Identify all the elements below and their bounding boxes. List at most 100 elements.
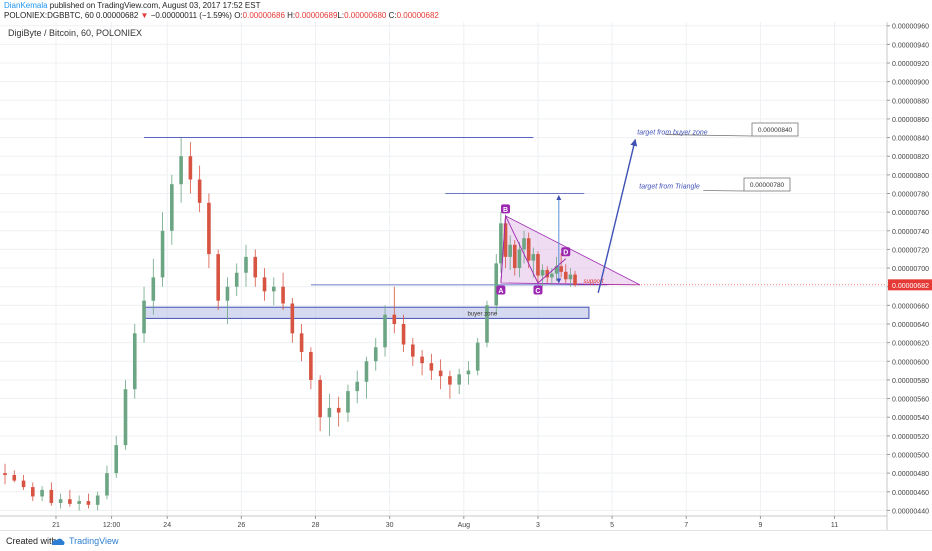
candle-body: [291, 303, 295, 333]
price-tick-label: 0.00000720: [892, 247, 929, 254]
price-tick-label: 0.00000960: [892, 24, 929, 31]
candle-body: [189, 156, 193, 179]
candle-body: [31, 487, 35, 496]
time-tick-label: 30: [386, 522, 394, 529]
price-tick-label: 0.00000840: [892, 136, 929, 143]
price-tick-label: 0.00000480: [892, 471, 929, 478]
candle-body: [300, 333, 304, 352]
time-tick-label: 21: [52, 522, 60, 529]
candle-body: [355, 382, 359, 391]
price-tick-label: 0.00000780: [892, 192, 929, 199]
candle-body: [411, 344, 415, 356]
price-tick-label: 0.00000700: [892, 266, 929, 273]
candle-body: [133, 333, 137, 389]
close-value: 0.00000682: [397, 11, 439, 20]
candle-body: [22, 481, 26, 488]
candle-body: [374, 347, 378, 361]
price-tick-label: 0.00000640: [892, 322, 929, 329]
last-price: 0.00000682: [96, 11, 138, 20]
tradingview-brand[interactable]: TradingView: [69, 536, 119, 546]
candle-body: [142, 301, 146, 334]
open-value: 0.00000686: [243, 11, 285, 20]
candle-body: [508, 245, 512, 257]
candle-body: [573, 275, 577, 285]
published-text: published on TradingView.com, August 03,…: [48, 1, 261, 10]
candle-body: [179, 156, 183, 184]
candle-body: [40, 490, 44, 497]
candle-body: [337, 408, 341, 413]
target-buyer-label: target from buyer zone: [637, 130, 708, 137]
high-value: 0.00000689: [295, 11, 337, 20]
time-tick-label: 7: [684, 522, 688, 529]
time-tick-label: 5: [610, 522, 614, 529]
price-tick-label: 0.00000940: [892, 42, 929, 49]
candle-body: [207, 203, 211, 254]
pattern-point-label: C: [535, 288, 540, 295]
price-change: −0.00000011 (−1.59%): [151, 11, 232, 20]
price-tick-label: 0.00000800: [892, 173, 929, 180]
open-label: O:: [234, 11, 242, 20]
price-tick-label: 0.00000600: [892, 359, 929, 366]
buyer-zone-label: buyer zone: [468, 311, 498, 317]
price-tick-label: 0.00000880: [892, 98, 929, 105]
publish-info: DianKemala published on TradingView.com,…: [4, 1, 260, 11]
candle-body: [124, 389, 128, 445]
candle-body: [77, 501, 81, 504]
candle-body: [365, 361, 369, 382]
close-label: C:: [389, 11, 397, 20]
candle-body: [527, 238, 531, 260]
candle-body: [96, 495, 100, 504]
candle-body: [281, 287, 285, 304]
candle-body: [559, 266, 563, 272]
candle-body: [263, 277, 267, 291]
candle-body: [105, 473, 109, 495]
candle-body: [392, 315, 396, 324]
time-tick-label: 26: [237, 522, 245, 529]
candle-body: [430, 363, 434, 370]
candle-body: [253, 257, 257, 278]
author-link[interactable]: DianKemala: [4, 1, 48, 10]
price-tick-label: 0.00000560: [892, 397, 929, 404]
candle-body: [476, 343, 480, 371]
callout-buyer-text: 0.00000840: [758, 127, 793, 134]
candle-body: [170, 184, 174, 231]
time-tick-label: Aug: [458, 522, 471, 529]
candle-body: [448, 376, 452, 384]
callout-triangle-text: 0.00000780: [750, 182, 785, 189]
candle-body: [244, 257, 248, 273]
candle-body: [513, 245, 517, 268]
price-tick-label: 0.00000740: [892, 229, 929, 236]
candle-body: [569, 275, 573, 280]
price-tick-label: 0.00000540: [892, 415, 929, 422]
candle-body: [198, 180, 202, 203]
tradingview-logo-icon: [51, 537, 65, 547]
candle-body: [3, 473, 7, 475]
symbol-ohlc-line: POLONIEX:DGBBTC, 60 0.00000682 ▼ −0.0000…: [4, 11, 439, 21]
buyer-zone-rect[interactable]: [144, 307, 589, 318]
price-axis[interactable]: 0.000009600.000009400.000009200.00000900…: [887, 24, 929, 516]
price-tick-label: 0.00000820: [892, 154, 929, 161]
pattern-point-label: D: [563, 250, 568, 257]
price-tick-label: 0.00000500: [892, 452, 929, 459]
candle-body: [328, 408, 332, 417]
time-tick-label: 24: [163, 522, 171, 529]
candle-body: [309, 352, 313, 380]
candle-body: [499, 223, 503, 263]
current-price-label: 0.00000682: [892, 283, 929, 290]
candle-body: [318, 380, 322, 417]
price-chart[interactable]: DigiByte / Bitcoin, 60, POLONIEX buyer z…: [0, 22, 932, 530]
candle-body: [420, 357, 424, 364]
chart-title: DigiByte / Bitcoin, 60, POLONIEX: [8, 28, 142, 38]
candle-body: [541, 270, 545, 276]
candle-body: [402, 324, 406, 345]
candle-body: [383, 315, 387, 348]
candle-body: [161, 231, 165, 278]
candle-body: [226, 287, 230, 301]
high-label: H:: [287, 11, 295, 20]
time-tick-label: 3: [536, 522, 540, 529]
price-tick-label: 0.00000440: [892, 508, 929, 515]
price-tick-label: 0.00000620: [892, 341, 929, 348]
candle-body: [235, 273, 239, 287]
price-tick-label: 0.00000460: [892, 490, 929, 497]
